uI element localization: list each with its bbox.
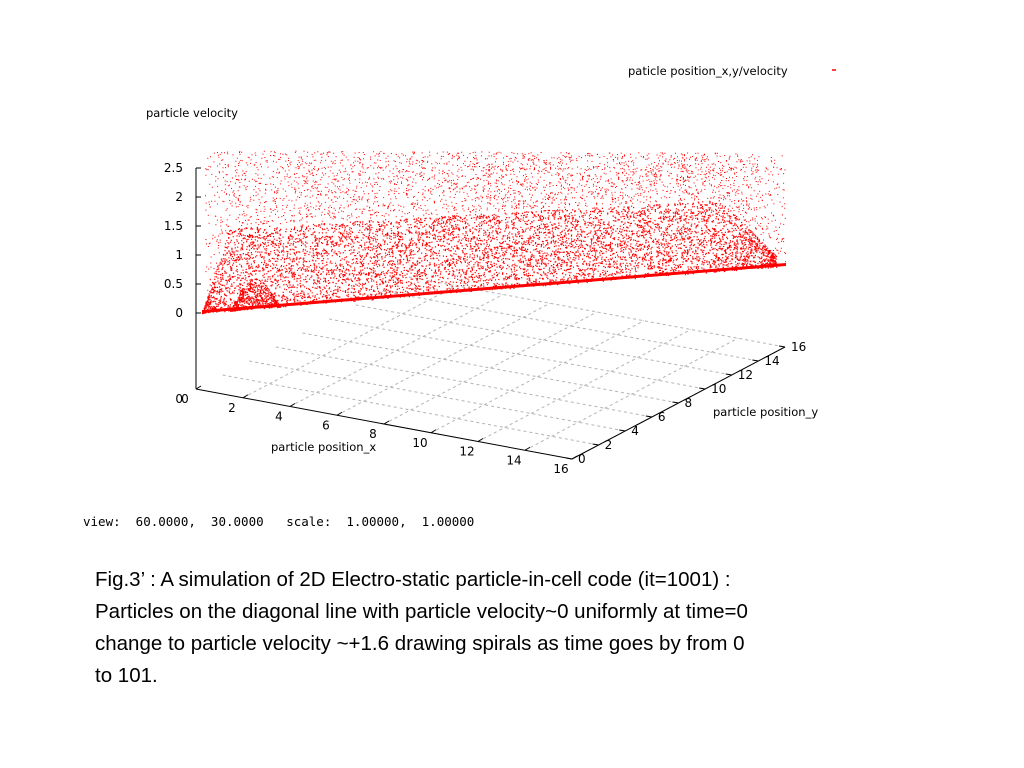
particle-cloud xyxy=(202,150,786,315)
grid-line-y xyxy=(275,346,652,418)
view-info: view: 60.0000, 30.0000 scale: 1.00000, 1… xyxy=(83,514,474,529)
z-tick-label: 2.5 xyxy=(164,161,183,175)
y-tick-label: 2 xyxy=(605,438,613,452)
grid-line-x xyxy=(242,285,457,399)
tick-labels: 0 2 4 6 8 10 12 14 16 0 2 4 6 8 10 12 14 16 0 0.5 1 1.5 2 2.5 0 xyxy=(164,161,806,476)
x-tick-mark xyxy=(195,385,202,390)
y-tick-mark xyxy=(725,373,732,376)
x-tick-label: 10 xyxy=(412,436,427,450)
y-tick-mark xyxy=(752,359,759,362)
chart-title: paticle position_x,y/velocity xyxy=(628,64,788,78)
y-tick-mark xyxy=(565,457,573,460)
grid-line-x xyxy=(524,337,739,451)
y-tick-mark xyxy=(778,345,786,348)
grid-line-x xyxy=(289,294,504,407)
grid-line-x xyxy=(383,311,598,425)
origin-tick-label: 0 xyxy=(175,392,183,406)
data-points xyxy=(202,150,786,315)
caption-line-4: to 101. xyxy=(95,664,158,687)
x-tick-label: 2 xyxy=(228,401,236,415)
x-tick-mark xyxy=(477,438,484,442)
y-tick-label: 6 xyxy=(658,410,666,424)
x-tick-label: 6 xyxy=(322,418,330,432)
grid-line-x xyxy=(430,320,645,434)
y-tick-mark xyxy=(645,415,652,418)
x-tick-mark xyxy=(242,394,249,399)
z-axis-label: particle velocity xyxy=(146,106,238,120)
z-tick-label: 1 xyxy=(175,248,183,262)
x-tick-label: 12 xyxy=(459,445,474,459)
grid-line-x xyxy=(477,329,692,442)
axes xyxy=(195,167,786,460)
y-tick-label: 12 xyxy=(738,368,753,382)
y-tick-label: 0 xyxy=(578,452,586,466)
z-tick-label: 2 xyxy=(175,190,183,204)
z-tick-label: 0 xyxy=(175,306,183,320)
y-tick-label: 14 xyxy=(764,354,779,368)
x-axis-label: particle position_x xyxy=(271,440,376,454)
x-tick-mark xyxy=(571,455,578,460)
x-tick-label: 4 xyxy=(275,410,283,424)
x-tick-mark xyxy=(430,429,437,434)
x-tick-mark xyxy=(524,446,531,451)
grid-line-y xyxy=(302,332,679,404)
figure-caption: Fig.3’ : A simulation of 2D Electro-stat… xyxy=(95,564,935,692)
y-tick-label: 16 xyxy=(791,340,806,354)
x-tick-mark xyxy=(383,420,390,425)
z-tick-label: 0.5 xyxy=(164,277,183,291)
y-tick-label: 4 xyxy=(631,424,639,438)
y-tick-mark xyxy=(672,401,679,404)
particle-baseline xyxy=(202,263,786,313)
grid-line-y xyxy=(222,374,599,446)
z-tick-label: 1.5 xyxy=(164,219,183,233)
caption-line-3: change to particle velocity ~+1.6 drawin… xyxy=(95,632,745,655)
grid-line-y xyxy=(249,360,626,432)
x-tick-label: 8 xyxy=(369,427,377,441)
y-tick-mark xyxy=(699,387,706,390)
x-tick-label: 14 xyxy=(506,453,521,467)
y-tick-mark xyxy=(592,443,599,446)
floor-grid xyxy=(222,276,786,460)
x-tick-label: 0 xyxy=(181,392,189,406)
y-axis-label: particle position_y xyxy=(713,405,818,419)
y-tick-mark xyxy=(619,429,626,432)
grid-line-y xyxy=(355,304,732,376)
y-tick-label: 8 xyxy=(685,396,693,410)
grid-line-y xyxy=(329,318,706,390)
grid-line-y xyxy=(408,276,786,348)
x-tick-mark xyxy=(289,403,296,407)
y-tick-label: 10 xyxy=(711,382,726,396)
x-tick-label: 16 xyxy=(553,462,568,476)
grid-line-x xyxy=(336,302,551,416)
caption-line-1: Fig.3’ : A simulation of 2D Electro-stat… xyxy=(95,568,731,591)
grid-line-y xyxy=(382,290,759,362)
caption-line-2: Particles on the diagonal line with part… xyxy=(95,600,748,623)
x-tick-mark xyxy=(336,411,343,416)
